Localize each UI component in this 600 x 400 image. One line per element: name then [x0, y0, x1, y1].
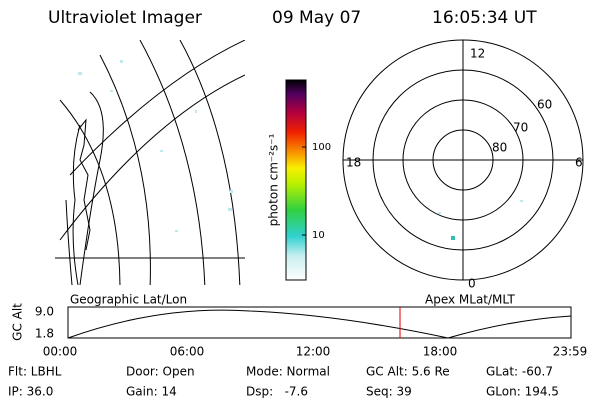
mlt-label: 18	[346, 156, 361, 170]
mlt-label: 12	[470, 47, 485, 61]
projection-label: Apex MLat/MLT	[425, 293, 515, 307]
time: 16:05:34 UT	[432, 8, 537, 28]
mlt-label: 6	[575, 156, 583, 170]
lat-label: 80	[492, 141, 507, 155]
info-field: IP: 36.0	[8, 385, 53, 399]
y-tick-label: 9.0	[35, 305, 54, 319]
y-axis-label: GC Alt	[11, 303, 25, 341]
x-tick-label: 00:00	[43, 345, 78, 359]
title: Ultraviolet Imager	[48, 8, 202, 28]
x-tick-label: 18:00	[423, 345, 458, 359]
colorbar	[285, 79, 307, 281]
info-field: GC Alt: 5.6 Re	[366, 365, 450, 379]
orbit-box	[67, 306, 572, 339]
info-field: GLat: -60.7	[486, 365, 553, 379]
info-field: Dsp: -7.6	[246, 385, 308, 399]
altitude-curve	[67, 309, 572, 339]
info-field: GLon: 194.5	[486, 385, 559, 399]
colorbar-tick-label: 10	[312, 230, 325, 241]
lat-label: 60	[537, 98, 552, 112]
colorbar-label: photon cm⁻²s⁻¹	[267, 133, 281, 226]
projection-label: Geographic Lat/Lon	[70, 293, 187, 307]
geo-map	[55, 40, 245, 285]
polar-plot	[342, 39, 584, 281]
mlt-label: 0	[468, 277, 476, 291]
lat-label: 70	[513, 121, 528, 135]
x-tick-label: 06:00	[170, 345, 205, 359]
info-grid: Flt: LBHL Door: Open Mode: Normal GC Alt: 5…	[8, 365, 559, 399]
info-field: Gain: 14	[126, 385, 177, 399]
date: 09 May 07	[272, 8, 361, 28]
info-field: Door: Open	[126, 365, 195, 379]
info-field: Mode: Normal	[246, 365, 330, 379]
info-field: Seq: 39	[366, 385, 412, 399]
colorbar-tick-label: 100	[312, 142, 331, 153]
x-tick-label: 23:59	[553, 345, 588, 359]
info-field: Flt: LBHL	[8, 365, 62, 379]
y-tick-label: 1.8	[35, 327, 54, 341]
x-tick-label: 12:00	[296, 345, 331, 359]
